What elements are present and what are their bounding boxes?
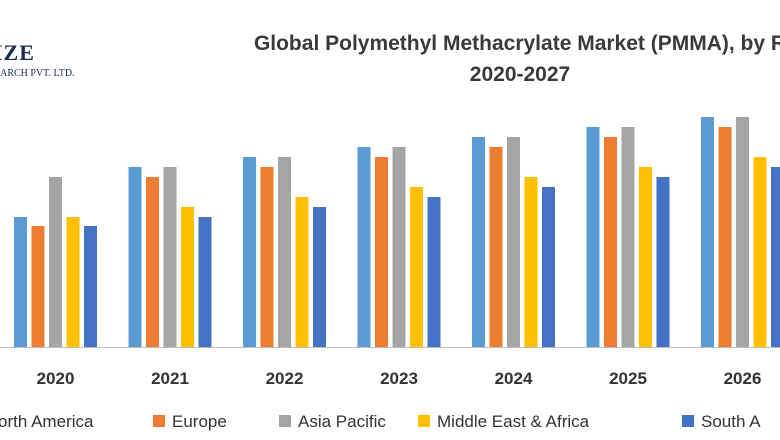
- bar-2020-4: [84, 226, 97, 347]
- x-tick-label-2021: 2021: [151, 369, 189, 388]
- logo-subtitle-text: EARCH PVT. LTD.: [0, 68, 75, 79]
- legend-swatch-3: [418, 415, 430, 427]
- legend-swatch-2: [279, 415, 291, 427]
- bar-2022-0: [243, 157, 256, 347]
- bar-2020-1: [31, 226, 45, 347]
- bar-2020-0: [14, 217, 27, 347]
- legend-label-4: South A: [701, 412, 761, 431]
- chart-title: Global Polymethyl Methacrylate Market (P…: [253, 32, 780, 55]
- company-logo: IZE EARCH PVT. LTD.: [0, 40, 104, 90]
- legend-swatch-1: [153, 415, 165, 427]
- bar-2022-1: [260, 167, 274, 347]
- bar-2021-0: [128, 167, 142, 347]
- legend-label-2: Asia Pacific: [298, 412, 386, 431]
- bar-2026-0: [701, 117, 714, 347]
- bars-group: [14, 117, 780, 347]
- bar-2026-1: [718, 127, 732, 347]
- legend-label-0: orth America: [0, 412, 94, 431]
- x-tick-label-2025: 2025: [609, 369, 647, 388]
- bar-2022-4: [313, 207, 326, 347]
- x-tick-label-2022: 2022: [266, 369, 304, 388]
- bar-2021-1: [146, 177, 159, 347]
- x-tick-label-2020: 2020: [37, 369, 75, 388]
- bar-2021-3: [181, 207, 194, 347]
- bar-2025-3: [639, 167, 652, 347]
- bar-2024-3: [524, 177, 538, 347]
- x-tick-label-2026: 2026: [724, 369, 762, 388]
- x-tick-labels: 2020 2021 2022 2023 2024 2025 2026: [37, 369, 762, 388]
- bar-2024-2: [507, 137, 520, 347]
- bar-2020-2: [49, 177, 62, 347]
- bar-2023-1: [375, 157, 388, 347]
- bar-2024-1: [489, 147, 503, 347]
- bar-2022-3: [295, 197, 309, 347]
- logo-brand-text: IZE: [0, 40, 35, 65]
- bar-2021-4: [198, 217, 212, 347]
- bar-2025-2: [621, 127, 635, 347]
- chart-subtitle: 2020-2027: [469, 63, 571, 86]
- bar-2025-1: [604, 137, 617, 347]
- bar-2026-4: [771, 167, 780, 347]
- x-tick-label-2024: 2024: [495, 369, 533, 388]
- legend: orth America Europe Asia Pacific Middle Eas…: [0, 412, 761, 431]
- bar-2023-2: [392, 147, 406, 347]
- legend-label-1: Europe: [172, 412, 227, 431]
- bar-2024-4: [542, 187, 555, 347]
- bar-2026-2: [736, 117, 749, 347]
- x-tick-label-2023: 2023: [380, 369, 418, 388]
- legend-swatch-4: [682, 415, 694, 427]
- bar-2023-0: [357, 147, 371, 347]
- bar-2023-3: [410, 187, 423, 347]
- bar-2025-4: [656, 177, 670, 347]
- legend-label-3: Middle East & Africa: [437, 412, 590, 431]
- bar-2021-2: [163, 167, 177, 347]
- bar-2020-3: [66, 217, 80, 347]
- bar-2026-3: [753, 157, 767, 347]
- bar-2024-0: [472, 137, 485, 347]
- bar-2025-0: [586, 127, 600, 347]
- chart-title-block: Global Polymethyl Methacrylate Market (P…: [0, 28, 780, 90]
- bar-2022-2: [278, 157, 291, 347]
- bar-2023-4: [427, 197, 441, 347]
